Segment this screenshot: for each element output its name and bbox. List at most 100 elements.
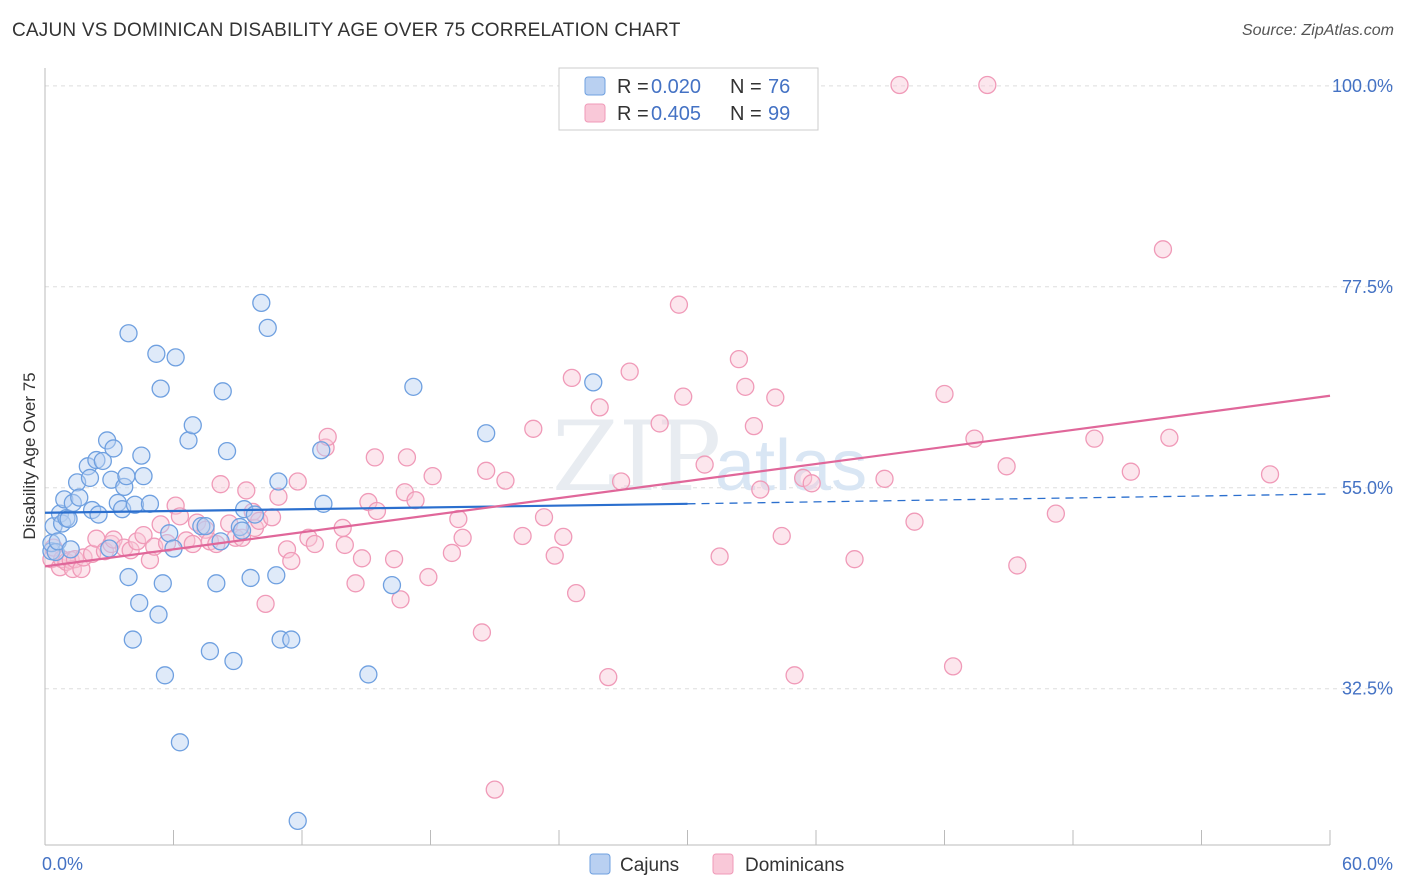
dominican-point (845, 550, 864, 569)
legend-n-value-cajuns: 76 (768, 76, 790, 98)
dominican-point (1260, 465, 1280, 484)
cajun-point (125, 495, 145, 514)
legend-r-value-cajuns: 0.020 (651, 76, 701, 98)
chart-title: CAJUN VS DOMINICAN DISABILITY AGE OVER 7… (12, 20, 681, 41)
source-label: Source: ZipAtlas.com (1241, 22, 1394, 39)
x-tick-label-max: 60.0% (1342, 854, 1393, 874)
dominican-point (367, 501, 387, 521)
cajun-point (200, 642, 220, 661)
dominican-point (1160, 428, 1179, 447)
y-tick-label: 100.0% (1332, 76, 1393, 96)
dominican-point (346, 574, 365, 593)
dominican-point (1153, 240, 1173, 259)
y-tick-labels: 32.5% 55.0% 77.5% 100.0% (1332, 76, 1393, 699)
cajun-point (80, 468, 100, 488)
cajun-point (288, 811, 307, 831)
cajun-point (100, 539, 119, 558)
cajun-point (170, 733, 190, 752)
legend: R = 0.020 N = 76 R = 0.405 N = 99 (558, 67, 819, 131)
dominican-point (935, 384, 954, 404)
cajun-point (196, 517, 215, 536)
cajun-point (166, 348, 185, 367)
dominican-point (785, 666, 804, 685)
dominican-point (599, 667, 618, 687)
legend-r-value-dominicans: 0.405 (651, 103, 701, 125)
dominican-point (1085, 429, 1104, 448)
dominican-point (397, 448, 417, 467)
dominican-point (772, 526, 791, 546)
dominicans-points (42, 75, 1280, 799)
dominican-point (384, 550, 404, 569)
cajun-point (179, 431, 198, 450)
bottom-legend-swatch-cajuns (589, 853, 611, 875)
cajun-point (192, 517, 211, 536)
dominican-point (237, 481, 256, 500)
legend-r-label-cajuns: R = (617, 76, 649, 98)
dominican-point (566, 583, 586, 603)
cajun-point (149, 605, 168, 624)
dominican-point (472, 623, 492, 642)
legend-swatch-dominicans (584, 103, 606, 123)
legend-swatch-cajuns (584, 76, 606, 96)
cajun-point (132, 446, 151, 465)
cajun-point (224, 651, 243, 671)
dominican-point (211, 475, 230, 494)
dominican-point (170, 507, 190, 526)
legend-n-value-dominicans: 99 (768, 103, 790, 125)
dominican-point (453, 528, 472, 547)
dominican-point (288, 472, 307, 491)
cajuns-trend-extension (687, 493, 1331, 505)
dominican-point (590, 398, 609, 417)
cajun-point (93, 451, 112, 471)
dominican-point (1046, 504, 1066, 523)
cajun-point (267, 566, 286, 585)
y-tick-label: 77.5% (1342, 277, 1393, 297)
dominican-point (562, 368, 581, 388)
cajun-point (70, 488, 89, 507)
y-tick-label: 55.0% (1342, 478, 1393, 498)
cajun-point (117, 466, 136, 486)
dominican-point (890, 75, 909, 95)
x-tick-label-min: 0.0% (42, 854, 83, 874)
dominican-point (751, 480, 770, 499)
dominican-point (554, 527, 573, 547)
cajun-point (160, 524, 179, 543)
dominican-point (695, 455, 714, 474)
dominican-point (744, 416, 764, 436)
cajun-point (147, 344, 166, 363)
cajun-point (87, 450, 106, 470)
dominican-point (736, 377, 755, 396)
x-ticks (44, 830, 1331, 845)
watermark-atlas: atlas (715, 426, 867, 506)
cajun-point (359, 665, 378, 684)
cajun-point (282, 630, 301, 649)
cajun-point (213, 382, 232, 401)
dominican-point (611, 472, 631, 491)
dominican-point (442, 543, 462, 563)
dominican-point (997, 457, 1016, 476)
y-axis-label: Disability Age Over 75 (20, 372, 39, 539)
dominican-point (545, 546, 564, 565)
cajun-point (232, 521, 252, 540)
dominican-point (650, 414, 669, 433)
dominican-point (1008, 556, 1027, 575)
cajun-point (104, 439, 123, 458)
dominican-point (875, 469, 894, 488)
dominican-point (669, 295, 689, 314)
cajun-point (584, 373, 603, 392)
cajun-point (404, 377, 423, 396)
cajun-point (134, 466, 153, 486)
legend-r-label-dominicans: R = (617, 103, 649, 125)
cajun-point (258, 318, 277, 338)
dominican-point (277, 540, 297, 559)
dominican-point (134, 525, 153, 545)
cajun-point (183, 416, 202, 435)
cajun-point (269, 472, 288, 491)
dominican-point (513, 526, 532, 546)
dominican-point (269, 487, 288, 506)
trend-lines (44, 394, 1331, 568)
dominican-point (485, 780, 504, 799)
cajun-point (477, 424, 496, 443)
cajun-point (252, 293, 271, 313)
